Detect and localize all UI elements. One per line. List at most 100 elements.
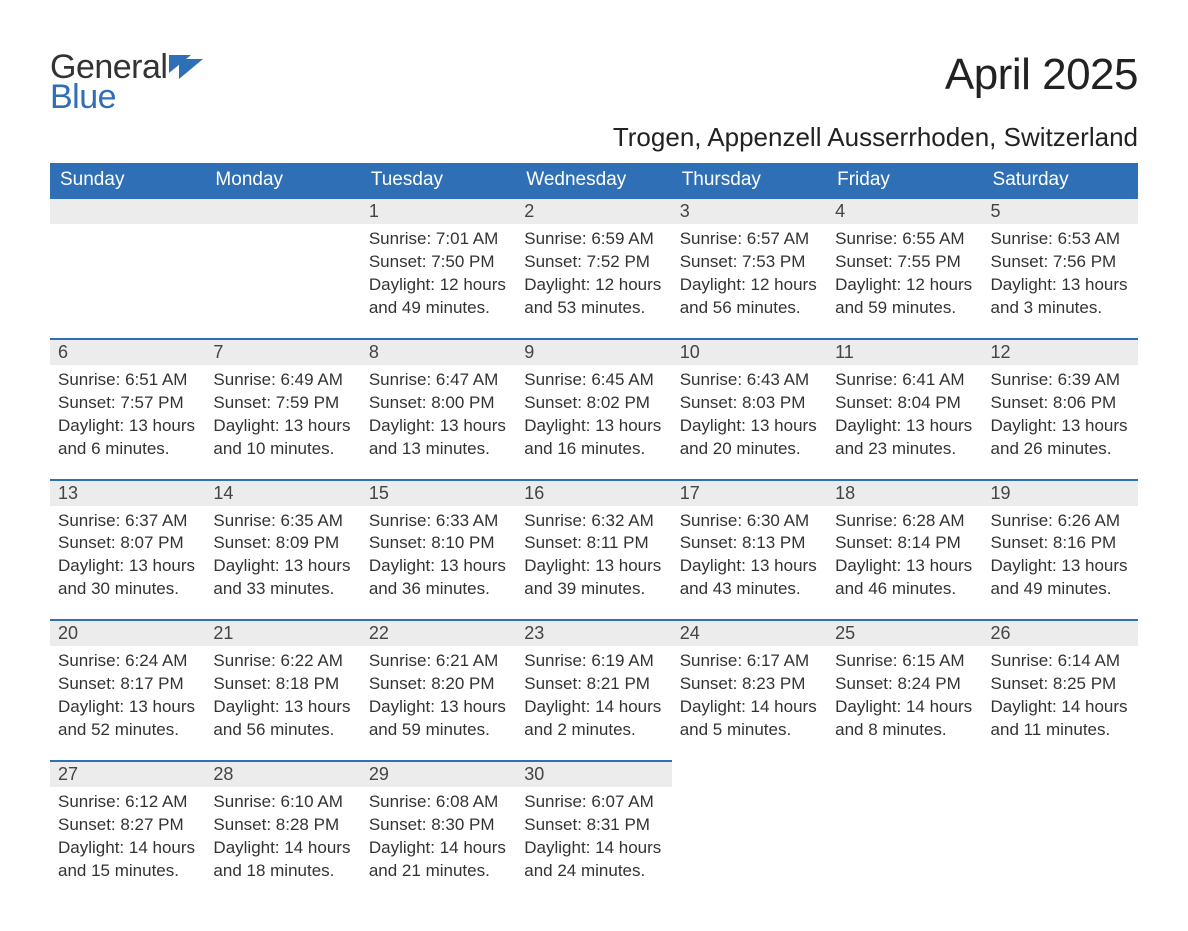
day-sunset: Sunset: 7:53 PM [680, 251, 819, 274]
day-data: Sunrise: 6:49 AMSunset: 7:59 PMDaylight:… [211, 369, 354, 461]
day-data: Sunrise: 6:07 AMSunset: 8:31 PMDaylight:… [522, 791, 665, 883]
day-sunrise: Sunrise: 6:51 AM [58, 369, 197, 392]
day-data: Sunrise: 6:47 AMSunset: 8:00 PMDaylight:… [367, 369, 510, 461]
day-sunset: Sunset: 8:13 PM [680, 532, 819, 555]
day-sunset: Sunset: 7:56 PM [991, 251, 1130, 274]
day-header: Saturday [983, 163, 1138, 197]
day-data: Sunrise: 6:55 AMSunset: 7:55 PMDaylight:… [833, 228, 976, 320]
day-daylight: Daylight: 12 hours and 59 minutes. [835, 274, 974, 320]
day-daylight: Daylight: 13 hours and 36 minutes. [369, 555, 508, 601]
calendar-cell: 3Sunrise: 6:57 AMSunset: 7:53 PMDaylight… [672, 197, 827, 338]
logo: General Blue [50, 50, 203, 114]
day-number: 16 [516, 479, 671, 506]
calendar-week: 20Sunrise: 6:24 AMSunset: 8:17 PMDayligh… [50, 619, 1138, 760]
day-sunrise: Sunrise: 6:15 AM [835, 650, 974, 673]
day-daylight: Daylight: 12 hours and 56 minutes. [680, 274, 819, 320]
day-sunrise: Sunrise: 6:43 AM [680, 369, 819, 392]
day-sunset: Sunset: 8:10 PM [369, 532, 508, 555]
day-data: Sunrise: 6:51 AMSunset: 7:57 PMDaylight:… [56, 369, 199, 461]
day-data: Sunrise: 6:57 AMSunset: 7:53 PMDaylight:… [678, 228, 821, 320]
day-data: Sunrise: 6:32 AMSunset: 8:11 PMDaylight:… [522, 510, 665, 602]
calendar-cell: 18Sunrise: 6:28 AMSunset: 8:14 PMDayligh… [827, 479, 982, 620]
day-data: Sunrise: 6:21 AMSunset: 8:20 PMDaylight:… [367, 650, 510, 742]
day-daylight: Daylight: 14 hours and 5 minutes. [680, 696, 819, 742]
calendar-cell: 6 Sunrise: 6:51 AMSunset: 7:57 PMDaylight… [50, 338, 205, 479]
day-sunset: Sunset: 7:52 PM [524, 251, 663, 274]
calendar-cell: 29Sunrise: 6:08 AMSunset: 8:30 PMDayligh… [361, 760, 516, 901]
day-sunrise: Sunrise: 6:07 AM [524, 791, 663, 814]
day-number: 25 [827, 619, 982, 646]
day-sunrise: Sunrise: 6:30 AM [680, 510, 819, 533]
day-sunset: Sunset: 8:17 PM [58, 673, 197, 696]
day-sunrise: Sunrise: 6:19 AM [524, 650, 663, 673]
day-number: 6 [50, 338, 205, 365]
calendar-cell: 28Sunrise: 6:10 AMSunset: 8:28 PMDayligh… [205, 760, 360, 901]
day-data: Sunrise: 6:26 AMSunset: 8:16 PMDaylight:… [989, 510, 1132, 602]
day-number: 17 [672, 479, 827, 506]
calendar-cell: 10Sunrise: 6:43 AMSunset: 8:03 PMDayligh… [672, 338, 827, 479]
day-data: Sunrise: 6:45 AMSunset: 8:02 PMDaylight:… [522, 369, 665, 461]
day-daylight: Daylight: 13 hours and 26 minutes. [991, 415, 1130, 461]
day-daylight: Daylight: 13 hours and 6 minutes. [58, 415, 197, 461]
day-daylight: Daylight: 14 hours and 11 minutes. [991, 696, 1130, 742]
calendar-cell: 30Sunrise: 6:07 AMSunset: 8:31 PMDayligh… [516, 760, 671, 901]
calendar-week: 27Sunrise: 6:12 AMSunset: 8:27 PMDayligh… [50, 760, 1138, 901]
day-number: 1 [361, 197, 516, 224]
calendar-cell: 1Sunrise: 7:01 AMSunset: 7:50 PMDaylight… [361, 197, 516, 338]
calendar-week: 6 Sunrise: 6:51 AMSunset: 7:57 PMDaylight… [50, 338, 1138, 479]
calendar-cell: 7 Sunrise: 6:49 AMSunset: 7:59 PMDaylight… [205, 338, 360, 479]
day-number: 8 [361, 338, 516, 365]
day-data: Sunrise: 6:10 AMSunset: 8:28 PMDaylight:… [211, 791, 354, 883]
calendar-cell [50, 197, 205, 338]
day-daylight: Daylight: 13 hours and 3 minutes. [991, 274, 1130, 320]
calendar-cell: 12 Sunrise: 6:39 AMSunset: 8:06 PMDayligh… [983, 338, 1138, 479]
day-data: Sunrise: 6:41 AMSunset: 8:04 PMDaylight:… [833, 369, 976, 461]
calendar-cell: 9 Sunrise: 6:45 AMSunset: 8:02 PMDaylight… [516, 338, 671, 479]
day-sunset: Sunset: 8:04 PM [835, 392, 974, 415]
day-sunset: Sunset: 8:20 PM [369, 673, 508, 696]
day-sunrise: Sunrise: 6:53 AM [991, 228, 1130, 251]
day-sunset: Sunset: 7:50 PM [369, 251, 508, 274]
calendar-cell [983, 760, 1138, 901]
day-data: Sunrise: 6:22 AMSunset: 8:18 PMDaylight:… [211, 650, 354, 742]
day-daylight: Daylight: 13 hours and 23 minutes. [835, 415, 974, 461]
day-header: Thursday [672, 163, 827, 197]
day-number: 18 [827, 479, 982, 506]
day-daylight: Daylight: 13 hours and 16 minutes. [524, 415, 663, 461]
day-sunrise: Sunrise: 6:49 AM [213, 369, 352, 392]
day-data: Sunrise: 6:53 AMSunset: 7:56 PMDaylight:… [989, 228, 1132, 320]
day-daylight: Daylight: 14 hours and 24 minutes. [524, 837, 663, 883]
location-subtitle: Trogen, Appenzell Ausserrhoden, Switzerl… [50, 122, 1138, 153]
day-number: 20 [50, 619, 205, 646]
calendar-cell: 8 Sunrise: 6:47 AMSunset: 8:00 PMDaylight… [361, 338, 516, 479]
day-daylight: Daylight: 14 hours and 2 minutes. [524, 696, 663, 742]
day-data: Sunrise: 6:12 AMSunset: 8:27 PMDaylight:… [56, 791, 199, 883]
day-number: 14 [205, 479, 360, 506]
day-number: 26 [983, 619, 1138, 646]
day-number: 7 [205, 338, 360, 365]
day-data: Sunrise: 6:39 AMSunset: 8:06 PMDaylight:… [989, 369, 1132, 461]
day-daylight: Daylight: 13 hours and 13 minutes. [369, 415, 508, 461]
day-number: 12 [983, 338, 1138, 365]
calendar-cell [827, 760, 982, 901]
day-sunrise: Sunrise: 6:39 AM [991, 369, 1130, 392]
day-sunrise: Sunrise: 6:55 AM [835, 228, 974, 251]
day-sunrise: Sunrise: 6:10 AM [213, 791, 352, 814]
day-number: 19 [983, 479, 1138, 506]
day-sunrise: Sunrise: 6:17 AM [680, 650, 819, 673]
day-daylight: Daylight: 13 hours and 10 minutes. [213, 415, 352, 461]
day-sunset: Sunset: 7:59 PM [213, 392, 352, 415]
day-sunset: Sunset: 8:06 PM [991, 392, 1130, 415]
day-sunrise: Sunrise: 6:47 AM [369, 369, 508, 392]
day-number: 13 [50, 479, 205, 506]
day-number: 9 [516, 338, 671, 365]
calendar-week: 1Sunrise: 7:01 AMSunset: 7:50 PMDaylight… [50, 197, 1138, 338]
logo-word-blue: Blue [50, 80, 203, 114]
day-sunset: Sunset: 8:09 PM [213, 532, 352, 555]
calendar-cell: 13Sunrise: 6:37 AMSunset: 8:07 PMDayligh… [50, 479, 205, 620]
calendar-cell: 27Sunrise: 6:12 AMSunset: 8:27 PMDayligh… [50, 760, 205, 901]
day-daylight: Daylight: 13 hours and 59 minutes. [369, 696, 508, 742]
day-data: Sunrise: 6:59 AMSunset: 7:52 PMDaylight:… [522, 228, 665, 320]
calendar-cell: 11Sunrise: 6:41 AMSunset: 8:04 PMDayligh… [827, 338, 982, 479]
day-sunrise: Sunrise: 6:21 AM [369, 650, 508, 673]
